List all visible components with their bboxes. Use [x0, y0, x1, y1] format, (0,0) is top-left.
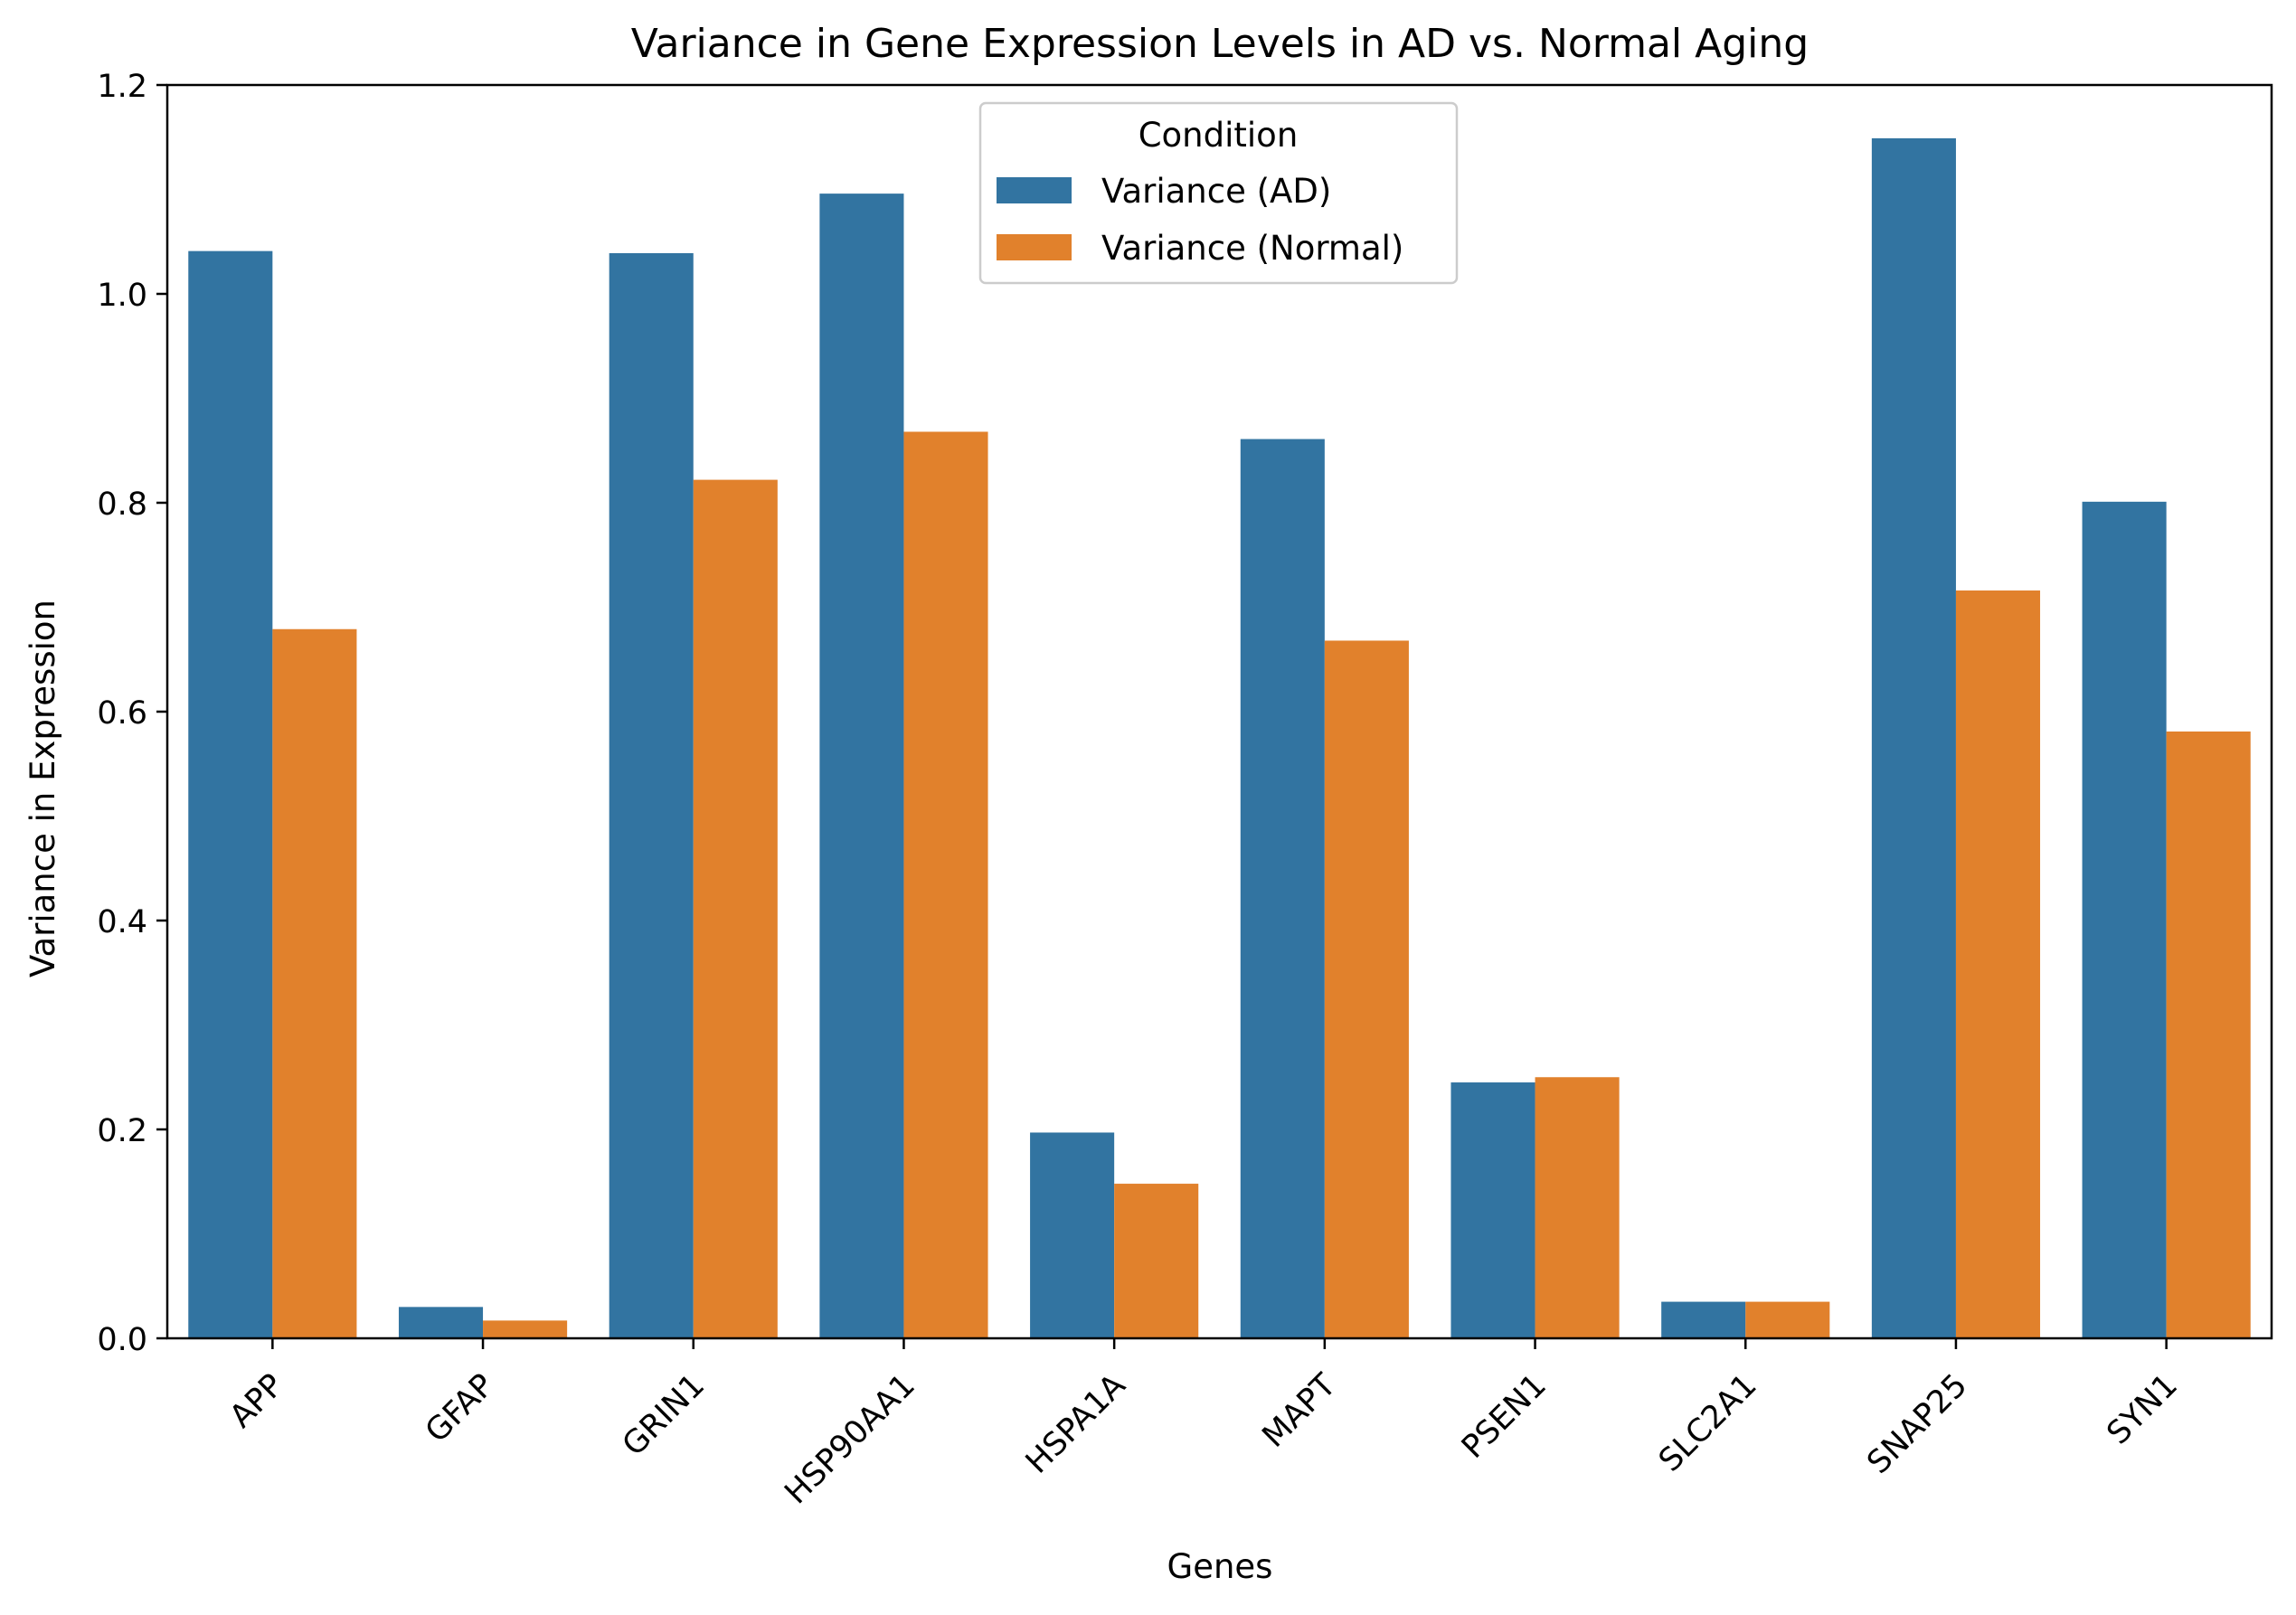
legend-label-normal: Variance (Normal): [1101, 229, 1403, 268]
x-tick-label: PSEN1: [1455, 1367, 1554, 1466]
bar-hspa1a-ad: [1030, 1132, 1115, 1338]
legend-frame: [978, 101, 1459, 285]
bars-layer: [188, 137, 2251, 1339]
y-tick-label: 0.8: [97, 486, 147, 523]
bar-hsp90aa1-ad: [819, 194, 904, 1338]
y-tick-label: 0.4: [97, 904, 147, 940]
y-tick-label: 0.6: [97, 695, 147, 732]
bar-app-ad: [188, 250, 273, 1338]
bar-grin1-ad: [609, 252, 694, 1339]
bar-slc2a1-normal: [1745, 1301, 1830, 1338]
x-tick-label: HSPA1A: [1019, 1367, 1133, 1481]
x-tick-label: MAPT: [1256, 1367, 1344, 1455]
chart-title: Variance in Gene Expression Levels in AD…: [631, 21, 1809, 67]
x-tick-label: SLC2A1: [1652, 1367, 1763, 1478]
bar-psen1-ad: [1450, 1082, 1535, 1338]
x-tick-label: APP: [223, 1367, 291, 1435]
bar-mapt-ad: [1240, 439, 1325, 1338]
x-tick-label: GRIN1: [616, 1367, 712, 1463]
y-tick-label: 1.2: [97, 69, 147, 105]
x-tick-label: SYN1: [2101, 1367, 2185, 1451]
bar-gfap-ad: [398, 1307, 484, 1338]
bar-mapt-normal: [1324, 640, 1409, 1338]
bar-grin1-normal: [693, 479, 778, 1338]
x-tick-label: HSP90AA1: [778, 1367, 921, 1511]
bar-syn1-normal: [2166, 731, 2251, 1338]
bar-snap25-ad: [1871, 137, 1956, 1338]
x-tick-label: SNAP25: [1860, 1367, 1974, 1481]
legend: Condition Variance (AD) Variance (Normal…: [978, 101, 1459, 285]
legend-swatch-ad: [997, 177, 1072, 203]
bar-gfap-normal: [483, 1320, 568, 1338]
bar-hsp90aa1-normal: [903, 431, 988, 1339]
bar-hspa1a-normal: [1114, 1184, 1199, 1338]
y-tick-label: 1.0: [97, 278, 147, 314]
x-tick-label: GFAP: [419, 1367, 501, 1450]
legend-title: Condition: [1139, 116, 1299, 155]
series-0: [188, 137, 2167, 1339]
y-axis-label: Variance in Expression: [24, 600, 62, 978]
x-axis-label: Genes: [1167, 1547, 1273, 1586]
bar-app-normal: [272, 628, 357, 1338]
bar-psen1-normal: [1535, 1077, 1620, 1338]
legend-swatch-normal: [997, 234, 1072, 260]
legend-label-ad: Variance (AD): [1101, 172, 1331, 211]
series-1: [272, 431, 2251, 1339]
bar-snap25-normal: [1955, 590, 2041, 1338]
bar-slc2a1-ad: [1661, 1301, 1746, 1338]
bar-syn1-ad: [2082, 501, 2167, 1338]
y-tick-label: 0.2: [97, 1113, 147, 1149]
y-tick-label: 0.0: [97, 1322, 147, 1358]
